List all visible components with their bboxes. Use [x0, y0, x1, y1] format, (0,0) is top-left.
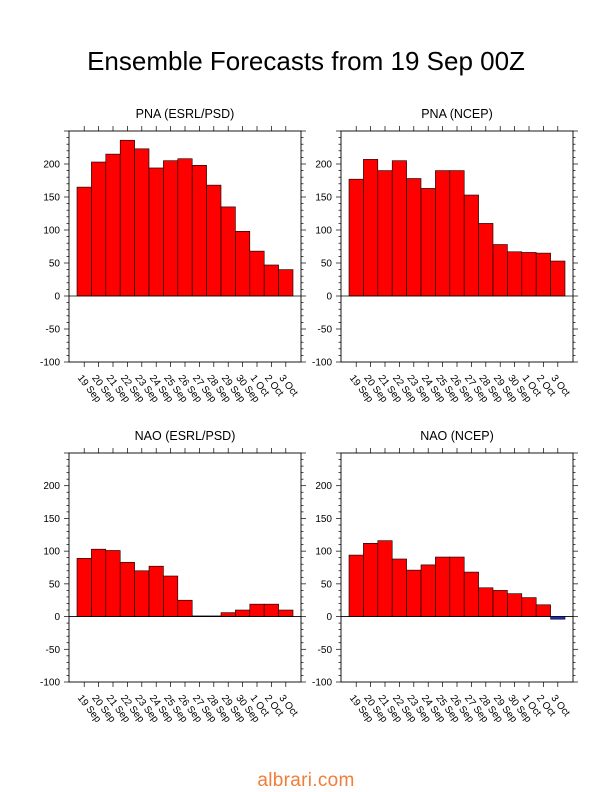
y-tick-label: 50	[49, 579, 61, 590]
bar-24-sep	[420, 564, 436, 617]
bar-23-sep	[406, 178, 422, 297]
bar-19-sep	[76, 558, 92, 617]
bar-25-sep	[163, 575, 179, 617]
bar-28-sep	[206, 184, 222, 297]
y-tick-label: -100	[312, 358, 332, 369]
bar-25-sep	[435, 556, 451, 617]
y-tick-label: 150	[43, 514, 60, 525]
bar-28-sep	[478, 587, 494, 617]
bar-20-sep	[363, 159, 379, 297]
bar-22-sep	[119, 139, 135, 297]
bar-29-sep	[220, 206, 236, 297]
bar-26-sep	[449, 170, 465, 297]
bar-3-oct	[278, 609, 294, 617]
y-tick-label: 100	[315, 547, 332, 558]
y-tick-label: 0	[54, 292, 60, 303]
bar-2-oct	[535, 604, 551, 617]
y-tick-label: 0	[326, 292, 332, 303]
panel-title: NAO (ESRL/PSD)	[135, 429, 236, 443]
bar-22-sep	[391, 558, 407, 617]
y-tick-label: 50	[321, 579, 333, 590]
y-tick-label: 200	[315, 160, 332, 171]
bar-3-oct	[550, 260, 566, 297]
bar-1-oct	[249, 603, 265, 617]
y-tick-label: 150	[315, 514, 332, 525]
bar-19-sep	[76, 186, 92, 297]
y-tick-label: 200	[315, 481, 332, 492]
bar-23-sep	[134, 570, 150, 617]
y-tick-label: -50	[318, 645, 333, 656]
panel-title: PNA (NCEP)	[421, 107, 493, 121]
bar-30-sep	[507, 251, 523, 297]
y-tick-label: -50	[318, 325, 333, 336]
bar-2-oct	[263, 603, 279, 617]
bar-19-sep	[348, 178, 364, 297]
watermark: albrari.com	[257, 770, 355, 791]
y-tick-label: 100	[43, 226, 60, 237]
bar-2-oct	[535, 252, 551, 297]
bar-20-sep	[91, 161, 107, 297]
bar-19-sep	[348, 554, 364, 617]
y-tick-label: 0	[326, 612, 332, 623]
bar-27-sep	[463, 571, 479, 617]
y-tick-label: -100	[40, 678, 60, 689]
y-tick-label: 50	[321, 259, 333, 270]
bar-22-sep	[391, 160, 407, 297]
y-tick-label: 0	[54, 612, 60, 623]
bar-1-oct	[521, 597, 537, 617]
bar-1-oct	[249, 250, 265, 297]
y-tick-label: 200	[43, 160, 60, 171]
bar-27-sep	[463, 194, 479, 297]
bar-20-sep	[363, 542, 379, 617]
y-tick-label: 100	[315, 226, 332, 237]
bar-24-sep	[148, 167, 164, 297]
bar-29-sep	[492, 590, 508, 617]
y-tick-label: 150	[315, 193, 332, 204]
y-tick-label: -50	[46, 645, 61, 656]
bar-28-sep	[478, 223, 494, 297]
bar-26-sep	[449, 556, 465, 617]
y-tick-label: -100	[312, 678, 332, 689]
bar-23-sep	[134, 148, 150, 297]
y-tick-label: 200	[43, 481, 60, 492]
bar-27-sep	[191, 165, 207, 297]
bar-30-sep	[235, 231, 251, 297]
bar-21-sep	[105, 550, 121, 617]
bar-30-sep	[507, 593, 523, 617]
panel-title: NAO (NCEP)	[420, 429, 494, 443]
panel-title: PNA (ESRL/PSD)	[136, 107, 235, 121]
bar-30-sep	[235, 609, 251, 617]
bar-29-sep	[220, 612, 236, 617]
bar-3-oct	[278, 269, 294, 297]
bar-20-sep	[91, 548, 107, 617]
y-tick-label: -50	[46, 325, 61, 336]
bar-26-sep	[177, 158, 193, 297]
main-title: Ensemble Forecasts from 19 Sep 00Z	[87, 46, 525, 76]
y-tick-label: 100	[43, 547, 60, 558]
bar-24-sep	[420, 188, 436, 297]
y-tick-label: 50	[49, 259, 61, 270]
bar-1-oct	[521, 252, 537, 297]
bar-25-sep	[435, 170, 451, 297]
bar-24-sep	[148, 565, 164, 617]
bar-25-sep	[163, 160, 179, 297]
bar-26-sep	[177, 599, 193, 617]
bar-21-sep	[377, 170, 393, 297]
bar-21-sep	[105, 153, 121, 297]
y-tick-label: 150	[43, 193, 60, 204]
bar-29-sep	[492, 244, 508, 297]
bar-2-oct	[263, 264, 279, 297]
bar-22-sep	[119, 561, 135, 617]
y-tick-label: -100	[40, 358, 60, 369]
bar-21-sep	[377, 540, 393, 617]
bar-23-sep	[406, 569, 422, 617]
